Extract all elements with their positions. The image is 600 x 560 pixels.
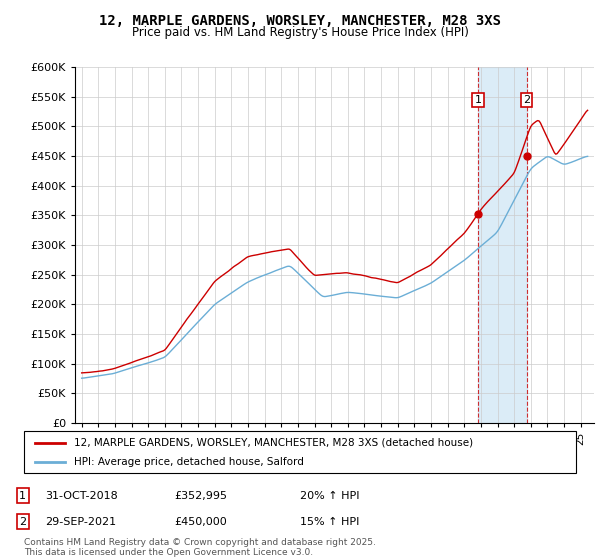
Text: £352,995: £352,995 (174, 491, 227, 501)
Text: 2: 2 (19, 517, 26, 527)
Text: 2: 2 (523, 95, 530, 105)
Bar (478, 67, 527, 423)
Text: 29-SEP-2021: 29-SEP-2021 (45, 517, 116, 527)
Text: 31-OCT-2018: 31-OCT-2018 (45, 491, 118, 501)
FancyBboxPatch shape (24, 431, 576, 473)
Text: 12, MARPLE GARDENS, WORSLEY, MANCHESTER, M28 3XS (detached house): 12, MARPLE GARDENS, WORSLEY, MANCHESTER,… (74, 437, 473, 447)
Text: £450,000: £450,000 (174, 517, 227, 527)
Text: 15% ↑ HPI: 15% ↑ HPI (300, 517, 359, 527)
Text: 1: 1 (19, 491, 26, 501)
Text: Price paid vs. HM Land Registry's House Price Index (HPI): Price paid vs. HM Land Registry's House … (131, 26, 469, 39)
Text: Contains HM Land Registry data © Crown copyright and database right 2025.
This d: Contains HM Land Registry data © Crown c… (24, 538, 376, 557)
Text: 12, MARPLE GARDENS, WORSLEY, MANCHESTER, M28 3XS: 12, MARPLE GARDENS, WORSLEY, MANCHESTER,… (99, 14, 501, 28)
Text: 1: 1 (475, 95, 482, 105)
Text: 20% ↑ HPI: 20% ↑ HPI (300, 491, 359, 501)
Text: HPI: Average price, detached house, Salford: HPI: Average price, detached house, Salf… (74, 457, 304, 467)
